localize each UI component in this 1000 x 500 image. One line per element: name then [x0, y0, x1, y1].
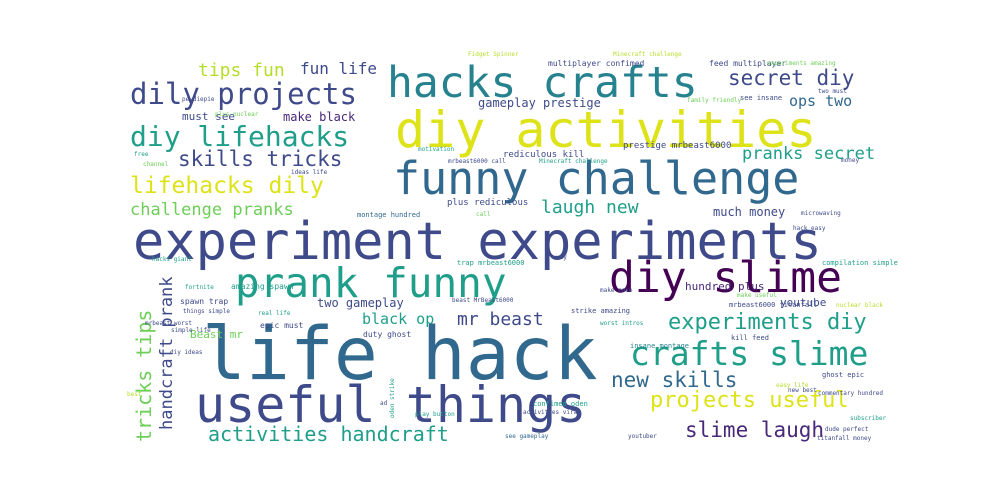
- word-make-useful: make useful: [737, 292, 777, 299]
- word-amazing-spawn: amazing spawn: [231, 282, 294, 291]
- word-ops-two: ops two: [789, 92, 853, 110]
- word-tricks-tips: tricks tips: [132, 309, 156, 442]
- word-useful-things: useful things: [195, 376, 587, 434]
- word-fortnite: fortnite: [185, 284, 214, 291]
- word-slime-laugh: slime laugh: [685, 418, 825, 442]
- word-titanfall-money: titanfall money: [817, 435, 872, 442]
- word-diy-lifehacks: diy lifehacks: [130, 120, 350, 153]
- word-confimed-oden: confimed oden: [533, 400, 588, 408]
- word-prank-funny: prank funny: [235, 259, 507, 307]
- word-fun-life: fun life: [300, 59, 378, 78]
- word-commentary-hundred: commentary hundred: [818, 390, 884, 397]
- word-duty-ghost: duty ghost: [363, 330, 412, 339]
- word-black-op: black op: [362, 310, 435, 328]
- word-minecraft-challenge: Minecraft challenge: [613, 51, 682, 58]
- word-pranks-secret: pranks secret: [742, 144, 876, 164]
- word-multiplayer-confimed: multiplayer confimed: [548, 59, 645, 68]
- word-easy-life: easy life: [776, 382, 809, 389]
- word-funny-challenge: funny challenge: [393, 152, 800, 205]
- word-best: best: [127, 391, 142, 398]
- word-minecraft-challenge-2: Minecraft challenge: [539, 158, 608, 165]
- word-kill-feed: kill feed: [731, 334, 769, 342]
- word-worst-intros: worst intros: [600, 320, 644, 327]
- word-much-money: much money: [713, 205, 786, 219]
- word-trap-mrbeast6000: trap mrbeast6000: [457, 259, 525, 267]
- word-ad: ad: [380, 400, 388, 407]
- word-fidget-spinner: Fidget Spinner: [468, 51, 519, 58]
- word-family-friendly: family friendly: [687, 97, 742, 104]
- word-activities-handcraft: activities handcraft: [208, 422, 449, 446]
- word-call: call: [476, 211, 491, 218]
- word-laugh-new: laugh new: [541, 197, 639, 218]
- word-subscriber: subscriber: [850, 415, 887, 422]
- word-new-best: new best: [788, 387, 817, 394]
- word-two-gameplay: two gameplay: [317, 296, 404, 310]
- word-hacks-crafts: hacks crafts: [387, 58, 698, 108]
- word-hack-easy: hack easy: [793, 225, 826, 232]
- word-oden-strike: oden strike: [389, 378, 396, 418]
- word-channel: channel: [143, 161, 169, 168]
- word-experiments-diy: experiments diy: [668, 310, 867, 335]
- word-activities-viral: activities viral: [523, 409, 581, 416]
- word-diy-activities: diy activities: [395, 101, 817, 159]
- word-plus-nuclear: plus nuclear: [215, 111, 259, 118]
- word-insane-montage: insane montage: [630, 342, 690, 350]
- word-diy-slime: diy slime: [609, 253, 842, 303]
- word-montage-hundred: montage hundred: [357, 211, 421, 219]
- word-youtube: youtube: [780, 296, 827, 309]
- word-real-life: real life: [258, 310, 291, 317]
- word-play-button: play button: [415, 411, 455, 418]
- word-microwaving: microwaving: [801, 210, 841, 217]
- word-mrbeast6000-titanfall: mrbeast6000 titanfall: [729, 301, 818, 309]
- word-make-black: make black: [283, 110, 356, 124]
- word-motivation: motivation: [418, 146, 455, 153]
- word-nuclear-black: nuclear black: [836, 302, 883, 309]
- word-mrbeast6000-call: mrbeast6000 call: [448, 158, 506, 165]
- word-skills-tricks: skills tricks: [178, 147, 343, 171]
- word-money: money: [841, 157, 860, 164]
- word-ghost-epic: ghost epic: [822, 371, 865, 379]
- word-mrbeast-worst: mrbeast worst: [145, 320, 192, 327]
- word-dude-perfect: dude perfect: [825, 426, 869, 433]
- word-cloud: life hack experiment experiments diy act…: [125, 50, 900, 450]
- word-experiments-amazing: experiments amazing: [767, 60, 836, 67]
- word-secret-diy: secret diy: [728, 66, 855, 90]
- word-crafts-slime: crafts slime: [630, 334, 869, 373]
- word-life-hack: life hack: [202, 312, 598, 397]
- word-beast-mrbeast6000: beast MrBeast6000: [452, 297, 514, 304]
- word-epic-must: epic must: [260, 321, 304, 330]
- word-pewdiepie: pewdiepie: [182, 96, 215, 103]
- word-mr-beast: mr beast: [457, 309, 544, 330]
- word-must-see: must see: [182, 110, 235, 123]
- word-hundred-plus: hundred plus: [685, 280, 765, 293]
- word-two-must: two must: [818, 88, 847, 95]
- word-see-gameplay: see gameplay: [505, 433, 549, 440]
- word-free: free: [134, 151, 149, 158]
- word-challenge-pranks: challenge pranks: [130, 200, 294, 220]
- word-projects-useful: projects useful: [650, 388, 849, 413]
- word-things-simple: things simple: [183, 308, 230, 315]
- word-hacks-giant: hacks giant: [152, 256, 192, 263]
- word-see-insane: see insane: [740, 94, 783, 102]
- word-spawn-trap: spawn trap: [180, 297, 229, 306]
- word-gameplay-prestige: gameplay prestige: [478, 96, 601, 110]
- word-beast-mr: Beast mr: [190, 328, 243, 341]
- word-diy-ideas: diy ideas: [170, 349, 203, 356]
- word-way: way: [556, 254, 567, 261]
- word-strike-amazing: strike amazing: [571, 307, 631, 315]
- word-experiment-experiments: experiment experiments: [133, 212, 822, 272]
- word-lifehacks-dily: lifehacks dily: [130, 173, 324, 199]
- word-youtuber: youtuber: [628, 433, 657, 440]
- word-new-skills: new skills: [611, 368, 738, 392]
- word-make-make: make make: [600, 287, 633, 294]
- word-rediculous-kill: rediculous kill: [503, 150, 585, 160]
- word-feed-multiplayer: feed multiplayer: [709, 59, 787, 68]
- word-plus-rediculous: plus rediculous: [447, 198, 529, 208]
- word-simple-life: simple life: [171, 327, 211, 334]
- word-ideas-life: ideas life: [291, 169, 328, 176]
- word-compilation-simple: compilation simple: [822, 259, 898, 267]
- word-dily-projects: dily projects: [130, 77, 357, 111]
- word-prestige-mrbeast6000: prestige mrbeast6000: [623, 141, 732, 151]
- word-tips-fun: tips fun: [198, 60, 285, 81]
